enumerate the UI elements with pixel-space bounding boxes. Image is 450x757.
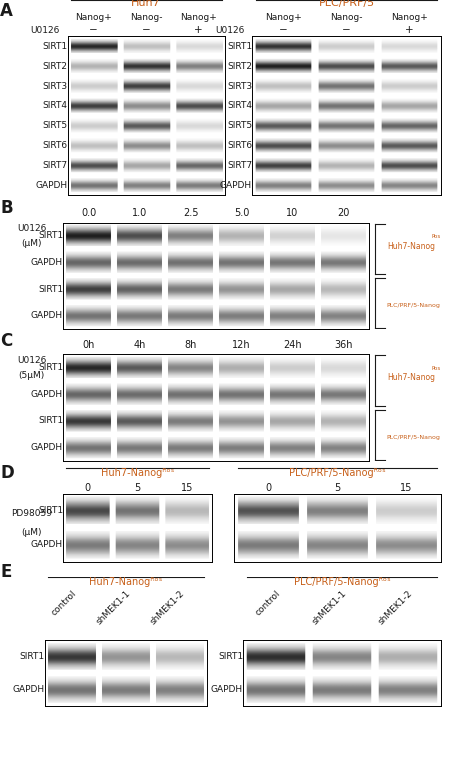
Text: Nanog+: Nanog+	[391, 13, 428, 22]
Text: 12h: 12h	[232, 340, 251, 350]
Text: GAPDH: GAPDH	[31, 443, 63, 452]
Text: Huh7-Nanog: Huh7-Nanog	[387, 373, 435, 382]
Text: shMEK1-1: shMEK1-1	[310, 589, 348, 627]
Text: U0126: U0126	[17, 356, 46, 365]
Text: GAPDH: GAPDH	[31, 311, 63, 320]
Text: 4h: 4h	[133, 340, 146, 350]
Text: SIRT1: SIRT1	[38, 363, 63, 372]
Text: E: E	[0, 562, 11, 581]
Text: 0h: 0h	[82, 340, 94, 350]
Text: Huh7-Nanog: Huh7-Nanog	[387, 241, 435, 251]
Text: SIRT2: SIRT2	[227, 61, 252, 70]
Text: PD98059: PD98059	[11, 509, 52, 519]
Text: 10: 10	[286, 208, 299, 218]
Text: Nanog+: Nanog+	[180, 13, 217, 22]
Text: 5.0: 5.0	[234, 208, 249, 218]
Text: −: −	[279, 25, 288, 36]
Text: PLC/PRF/5-Nanogᴿᵒˢ: PLC/PRF/5-Nanogᴿᵒˢ	[293, 577, 391, 587]
Text: control: control	[50, 589, 78, 618]
Text: control: control	[254, 589, 282, 618]
Text: SIRT1: SIRT1	[20, 652, 45, 661]
Text: 20: 20	[338, 208, 350, 218]
Text: SIRT7: SIRT7	[227, 161, 252, 170]
Text: PLC/PRF/5-Nanog: PLC/PRF/5-Nanog	[387, 435, 441, 440]
Text: 24h: 24h	[283, 340, 302, 350]
Text: SIRT6: SIRT6	[42, 141, 68, 150]
Text: SIRT2: SIRT2	[42, 61, 68, 70]
Text: GAPDH: GAPDH	[36, 181, 68, 190]
Text: Pos: Pos	[432, 366, 441, 371]
Text: 0.0: 0.0	[81, 208, 96, 218]
Text: PLC/PRF/5-Nanog: PLC/PRF/5-Nanog	[387, 304, 441, 308]
Text: 15: 15	[400, 484, 413, 494]
Text: SIRT3: SIRT3	[227, 82, 252, 91]
Text: GAPDH: GAPDH	[211, 684, 243, 693]
Text: Nanog+: Nanog+	[76, 13, 112, 22]
Text: U0126: U0126	[30, 26, 59, 35]
Text: −: −	[342, 25, 351, 36]
Text: (μM): (μM)	[21, 528, 42, 537]
Text: SIRT7: SIRT7	[42, 161, 68, 170]
Text: (μM): (μM)	[21, 239, 42, 248]
Text: SIRT4: SIRT4	[227, 101, 252, 111]
Text: +: +	[194, 25, 203, 36]
Text: −: −	[90, 25, 98, 36]
Text: 5: 5	[134, 484, 140, 494]
Text: SIRT1: SIRT1	[38, 506, 63, 515]
Text: PLC/PRF/5: PLC/PRF/5	[319, 0, 374, 8]
Text: Huh7: Huh7	[131, 0, 161, 8]
Text: Nanog-: Nanog-	[330, 13, 363, 22]
Text: SIRT1: SIRT1	[38, 285, 63, 294]
Text: C: C	[0, 332, 12, 350]
Text: shMEK1-2: shMEK1-2	[377, 589, 414, 627]
Text: SIRT3: SIRT3	[42, 82, 68, 91]
Text: U0126: U0126	[17, 224, 46, 233]
Text: 2.5: 2.5	[183, 208, 198, 218]
Text: SIRT1: SIRT1	[38, 232, 63, 241]
Text: Nanog+: Nanog+	[265, 13, 302, 22]
Text: SIRT5: SIRT5	[42, 121, 68, 130]
Text: SIRT1: SIRT1	[218, 652, 243, 661]
Text: GAPDH: GAPDH	[220, 181, 252, 190]
Text: Huh7-Nanogᴿᵒˢ: Huh7-Nanogᴿᵒˢ	[100, 468, 174, 478]
Text: SIRT6: SIRT6	[227, 141, 252, 150]
Text: 1.0: 1.0	[132, 208, 147, 218]
Text: 36h: 36h	[334, 340, 353, 350]
Text: shMEK1-2: shMEK1-2	[148, 589, 186, 627]
Text: PLC/PRF/5-Nanogᴿᵒˢ: PLC/PRF/5-Nanogᴿᵒˢ	[289, 468, 386, 478]
Text: 0: 0	[85, 484, 91, 494]
Text: GAPDH: GAPDH	[13, 684, 45, 693]
Text: GAPDH: GAPDH	[31, 390, 63, 399]
Text: Nanog-: Nanog-	[130, 13, 162, 22]
Text: SIRT4: SIRT4	[42, 101, 68, 111]
Text: 8h: 8h	[184, 340, 197, 350]
Text: SIRT1: SIRT1	[227, 42, 252, 51]
Text: 15: 15	[180, 484, 193, 494]
Text: A: A	[0, 2, 13, 20]
Text: +: +	[405, 25, 414, 36]
Text: SIRT1: SIRT1	[38, 416, 63, 425]
Text: −: −	[142, 25, 151, 36]
Text: (5μM): (5μM)	[18, 371, 45, 380]
Text: U0126: U0126	[215, 26, 244, 35]
Text: 0: 0	[266, 484, 271, 494]
Text: GAPDH: GAPDH	[31, 540, 63, 549]
Text: SIRT1: SIRT1	[42, 42, 68, 51]
Text: D: D	[0, 464, 14, 482]
Text: 5: 5	[334, 484, 341, 494]
Text: shMEK1-1: shMEK1-1	[94, 589, 132, 627]
Text: Huh7-Nanogᴿᵒˢ: Huh7-Nanogᴿᵒˢ	[89, 577, 163, 587]
Text: Pos: Pos	[432, 234, 441, 239]
Text: B: B	[0, 199, 13, 217]
Text: GAPDH: GAPDH	[31, 258, 63, 267]
Text: SIRT5: SIRT5	[227, 121, 252, 130]
